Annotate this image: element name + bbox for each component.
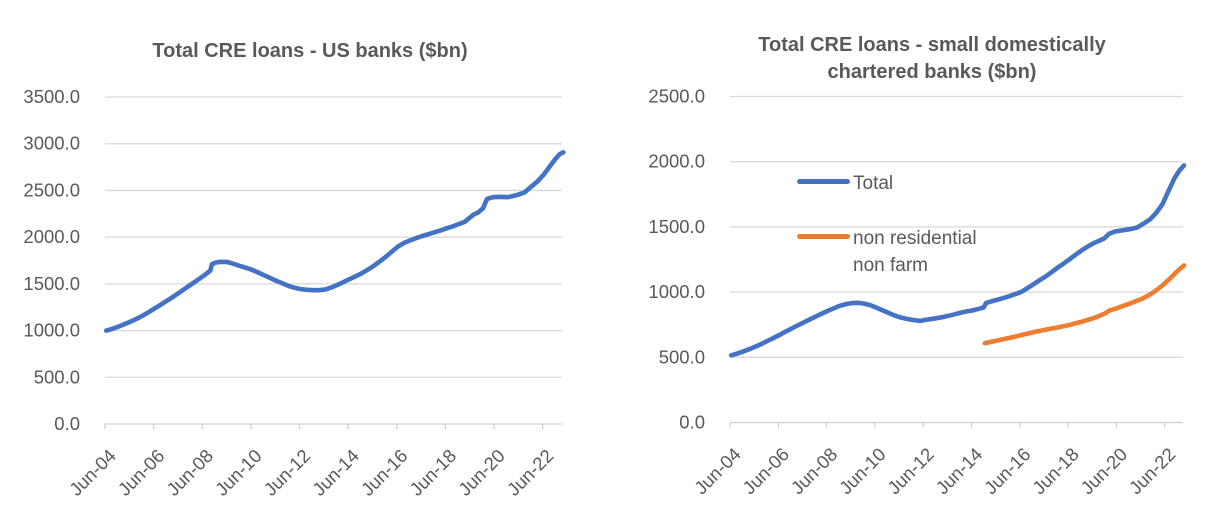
y-tick-label: 1000.0	[23, 320, 80, 341]
x-tick-label: Jun-12	[883, 443, 938, 498]
x-tick-label: Jun-16	[357, 445, 412, 500]
x-tick-label: Jun-06	[114, 445, 169, 500]
x-tick-label: Jun-22	[503, 445, 558, 500]
legend-label-non-residential: non residential non farm	[853, 228, 977, 276]
y-tick-label: 500.0	[34, 366, 80, 387]
x-tick-label: Jun-18	[1028, 443, 1083, 498]
y-tick-label: 2500.0	[648, 86, 705, 107]
legend-item-total: Total	[797, 170, 1005, 197]
left-chart-title: Total CRE loans - US banks ($bn)	[152, 40, 468, 62]
y-tick-label: 0.0	[54, 413, 80, 434]
x-tick-label: Jun-08	[787, 443, 842, 498]
y-tick-label: 1500.0	[23, 273, 80, 294]
y-tick-label: 0.0	[679, 412, 705, 433]
x-tick-label: Jun-06	[738, 443, 793, 498]
y-tick-label: 500.0	[659, 346, 705, 367]
x-tick-label: Jun-12	[259, 445, 314, 500]
x-tick-label: Jun-14	[931, 443, 986, 498]
legend-swatch-non-residential-line	[797, 234, 850, 239]
y-tick-label: 2000.0	[648, 151, 705, 172]
x-tick-label: Jun-04	[690, 443, 745, 498]
legend-label-total: Total	[853, 173, 894, 194]
legend-swatch-total-line	[797, 179, 850, 184]
series-line-total	[728, 163, 1187, 358]
x-tick-label: Jun-22	[1125, 443, 1180, 498]
x-tick-label: Jun-20	[454, 445, 509, 500]
y-tick-label: 3500.0	[23, 86, 80, 107]
x-tick-label: Jun-08	[162, 445, 217, 500]
y-tick-label: 1000.0	[648, 281, 705, 302]
x-tick-label: Jun-14	[308, 445, 363, 500]
x-tick-label: Jun-18	[405, 445, 460, 500]
series-line-total-cre-loans-us-banks	[103, 150, 566, 333]
y-tick-label: 3000.0	[23, 133, 80, 154]
x-tick-label: Jun-10	[211, 445, 266, 500]
y-tick-label: 2000.0	[23, 226, 80, 247]
x-tick-label: Jun-16	[980, 443, 1035, 498]
y-tick-label: 2500.0	[23, 179, 80, 200]
legend-item-non-residential-non-farm: non residential non farm	[797, 225, 1005, 279]
x-tick-label: Jun-04	[65, 445, 120, 500]
right-chart-title: Total CRE loans - small domestically cha…	[758, 34, 1106, 83]
y-tick-label: 1500.0	[648, 216, 705, 237]
series-line-non-residential-non-farm	[982, 263, 1187, 346]
x-tick-label: Jun-20	[1076, 443, 1131, 498]
x-tick-label: Jun-10	[835, 443, 890, 498]
